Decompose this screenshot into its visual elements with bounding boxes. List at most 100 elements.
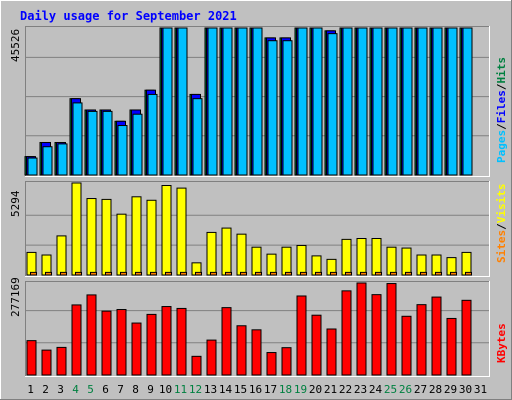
bar-visits-visits-day-1 <box>26 251 37 276</box>
bar-visits-sites-day-16 <box>255 271 262 276</box>
bar-hits-pages-day-22 <box>342 27 353 176</box>
bar-visits-sites-day-8 <box>135 271 142 276</box>
bar-visits-visits-day-9 <box>146 199 157 276</box>
bar-kbytes-kbytes-day-26 <box>401 315 412 376</box>
legend-part: Sites <box>495 230 508 263</box>
x-tick-day-1: 1 <box>27 383 34 396</box>
bar-hits-pages-day-28 <box>432 27 443 176</box>
bar-kbytes-kbytes-day-6 <box>101 310 112 376</box>
bar-visits-visits-day-5 <box>86 198 97 276</box>
x-tick-day-26: 26 <box>399 383 412 396</box>
bar-visits-sites-day-23 <box>360 271 367 276</box>
panels-group: 45526Pages/Files/Hits5294Sites/Visits277… <box>9 26 508 377</box>
bar-visits-sites-day-3 <box>60 271 67 276</box>
bar-kbytes-kbytes-day-9 <box>146 313 157 376</box>
bar-hits-pages-day-8 <box>132 113 143 176</box>
x-tick-day-19: 19 <box>294 383 307 396</box>
bar-visits-sites-day-4 <box>75 271 82 276</box>
bar-visits-sites-day-1 <box>30 271 37 276</box>
bar-kbytes-kbytes-day-28 <box>431 296 442 376</box>
bar-kbytes-kbytes-day-23 <box>356 282 367 376</box>
bar-visits-visits-day-18 <box>281 246 292 276</box>
bar-visits-sites-day-18 <box>285 271 292 276</box>
bar-visits-visits-day-25 <box>386 246 397 276</box>
bar-kbytes-kbytes-day-7 <box>116 309 127 376</box>
bar-visits-sites-day-17 <box>270 271 277 276</box>
bar-hits-pages-day-13 <box>207 27 218 176</box>
bar-kbytes-kbytes-day-19 <box>296 295 307 376</box>
bar-visits-sites-day-13 <box>210 271 217 276</box>
bar-kbytes-kbytes-day-20 <box>311 314 322 376</box>
panel-hits-legend-label: Pages/Files/Hits <box>495 57 508 163</box>
bar-visits-visits-day-10 <box>161 185 172 276</box>
legend-part: / <box>495 83 508 90</box>
chart-title: Daily usage for September 2021 <box>20 9 237 23</box>
x-tick-day-6: 6 <box>102 383 109 396</box>
bar-kbytes-kbytes-day-18 <box>281 347 292 376</box>
x-tick-day-2: 2 <box>42 383 49 396</box>
x-tick-day-5: 5 <box>87 383 94 396</box>
bar-visits-sites-day-15 <box>240 271 247 276</box>
bar-kbytes-kbytes-day-14 <box>221 307 232 376</box>
bar-hits-pages-day-4 <box>72 102 83 176</box>
bar-hits-pages-day-30 <box>462 27 473 176</box>
bar-hits-pages-day-14 <box>222 27 233 176</box>
x-tick-day-8: 8 <box>132 383 139 396</box>
bar-visits-visits-day-19 <box>296 244 307 276</box>
legend-part: Visits <box>495 184 508 224</box>
bar-hits-pages-day-25 <box>387 27 398 176</box>
x-tick-day-11: 11 <box>174 383 187 396</box>
bar-kbytes-kbytes-day-17 <box>266 352 277 376</box>
x-tick-day-28: 28 <box>429 383 442 396</box>
bar-visits-sites-day-22 <box>345 271 352 276</box>
bar-visits-visits-day-4 <box>71 182 82 276</box>
bar-hits-pages-day-7 <box>117 125 128 176</box>
bar-visits-visits-day-26 <box>401 247 412 276</box>
bar-visits-visits-day-22 <box>341 238 352 276</box>
x-tick-day-24: 24 <box>369 383 383 396</box>
x-tick-day-10: 10 <box>159 383 172 396</box>
bar-visits-visits-day-24 <box>371 238 382 276</box>
legend-part: KBytes <box>495 323 508 363</box>
x-tick-day-12: 12 <box>189 383 202 396</box>
bar-visits-sites-day-21 <box>330 271 337 276</box>
bar-visits-sites-day-24 <box>375 271 382 276</box>
bar-visits-sites-day-5 <box>90 271 97 276</box>
x-tick-day-3: 3 <box>57 383 64 396</box>
bar-visits-visits-day-14 <box>221 227 232 276</box>
x-tick-day-17: 17 <box>264 383 277 396</box>
bar-hits-pages-day-17 <box>267 40 278 176</box>
x-tick-day-16: 16 <box>249 383 262 396</box>
bar-kbytes-kbytes-day-16 <box>251 329 262 376</box>
bar-kbytes-kbytes-day-4 <box>71 304 82 376</box>
panel-visits-max-label: 5294 <box>9 190 22 217</box>
x-tick-labels: 1 2 3 4 5 6 7 8 9 10 11 12 13 14 15 16 17 18 19 20 21 22 23 24 2… <box>27 383 487 396</box>
bar-kbytes-kbytes-day-25 <box>386 283 397 376</box>
bar-visits-visits-day-8 <box>131 196 142 276</box>
bar-hits-pages-day-21 <box>327 33 338 176</box>
bar-visits-sites-day-6 <box>105 271 112 276</box>
bar-visits-sites-day-19 <box>300 271 307 276</box>
bar-kbytes-kbytes-day-24 <box>371 294 382 376</box>
bar-hits-pages-day-1 <box>27 157 38 176</box>
x-tick-day-25: 25 <box>384 383 397 396</box>
bar-kbytes-kbytes-day-1 <box>26 340 37 376</box>
bar-kbytes-kbytes-day-21 <box>326 328 337 376</box>
bar-hits-pages-day-29 <box>447 27 458 176</box>
x-tick-day-20: 20 <box>309 383 322 396</box>
bar-visits-sites-day-2 <box>45 271 52 276</box>
bar-hits-pages-day-10 <box>162 27 173 176</box>
bar-kbytes-kbytes-day-29 <box>446 317 457 376</box>
bar-hits-pages-day-15 <box>237 27 248 176</box>
panel-kbytes-max-label: 277169 <box>9 277 22 317</box>
bar-hits-pages-day-6 <box>102 110 113 176</box>
panel-hits-max-label: 45526 <box>9 29 22 62</box>
bar-hits-pages-day-2 <box>42 146 53 176</box>
bar-visits-visits-day-15 <box>236 233 247 276</box>
panel-visits-legend-label: Sites/Visits <box>495 184 508 264</box>
bar-visits-sites-day-27 <box>420 271 427 276</box>
bar-kbytes-kbytes-day-15 <box>236 325 247 376</box>
bar-kbytes-kbytes-day-30 <box>461 299 472 376</box>
bar-visits-sites-day-7 <box>120 271 127 276</box>
